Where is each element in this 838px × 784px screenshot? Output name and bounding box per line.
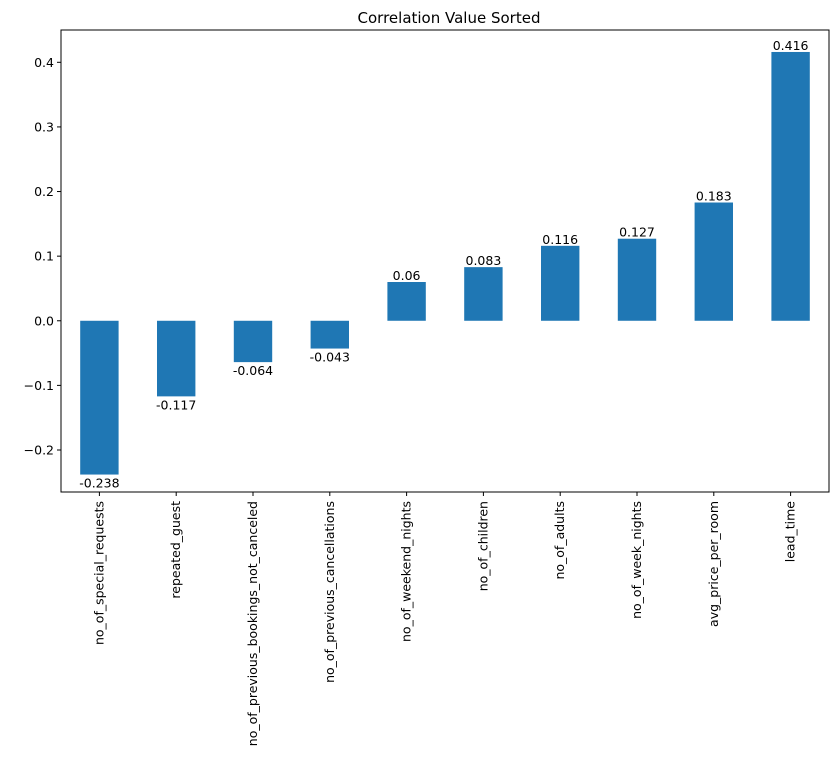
y-tick-label: −0.1 [24, 378, 54, 393]
x-tick-label: no_of_previous_cancellations [322, 501, 337, 683]
data-label: 0.116 [542, 232, 578, 247]
x-tick-label: no_of_week_nights [629, 501, 644, 619]
x-tick-label: no_of_special_requests [91, 501, 106, 645]
y-tick-label: 0.0 [34, 313, 54, 328]
data-label: -0.117 [156, 397, 196, 412]
data-label: -0.238 [79, 476, 119, 491]
data-labels-layer: -0.238 -0.117 -0.064 -0.043 0.06 0.083 0.116 0.… [79, 38, 808, 491]
bar-no_of_previous_cancellations [310, 320, 349, 349]
x-tick-label: no_of_adults [552, 501, 567, 580]
bar-repeated_guest [157, 320, 196, 397]
bar-avg_price_per_room [694, 202, 733, 321]
x-tick-label: avg_price_per_room [706, 501, 721, 627]
x-tick-label: no_of_previous_bookings_not_canceled [245, 501, 260, 746]
bar-no_of_children [464, 267, 503, 321]
x-tick-label: no_of_children [475, 501, 490, 591]
y-tick-label: 0.2 [34, 184, 54, 199]
plot-frame [60, 29, 830, 493]
x-tick-label: lead_time [783, 501, 798, 563]
bar-no_of_weekend_nights [387, 282, 426, 321]
y-axis: −0.2 −0.1 0.0 0.1 0.2 0.3 0.4 [24, 55, 61, 458]
data-label: 0.127 [619, 225, 655, 240]
bar-lead_time [771, 51, 810, 321]
bar-no_of_adults [541, 245, 580, 321]
bar-no_of_special_requests [80, 320, 119, 475]
bar-no_of_week_nights [617, 238, 657, 321]
bars-layer [80, 51, 810, 475]
data-label: 0.06 [393, 268, 421, 283]
x-tick-label: no_of_weekend_nights [399, 501, 414, 642]
y-tick-label: 0.3 [34, 119, 54, 134]
data-label: 0.416 [773, 38, 809, 53]
data-label: -0.064 [233, 363, 273, 378]
x-tick-label: repeated_guest [168, 501, 183, 599]
data-label: 0.183 [696, 189, 732, 204]
data-label: -0.043 [310, 350, 350, 365]
bar-no_of_previous_bookings_not_canceled [233, 320, 273, 363]
y-tick-label: −0.2 [24, 443, 54, 458]
x-axis: no_of_special_requests repeated_guest no_o… [91, 492, 798, 746]
data-label: 0.083 [466, 253, 502, 268]
y-tick-label: 0.4 [34, 55, 54, 70]
chart-title: Correlation Value Sorted [358, 9, 541, 27]
y-tick-label: 0.1 [34, 249, 54, 264]
